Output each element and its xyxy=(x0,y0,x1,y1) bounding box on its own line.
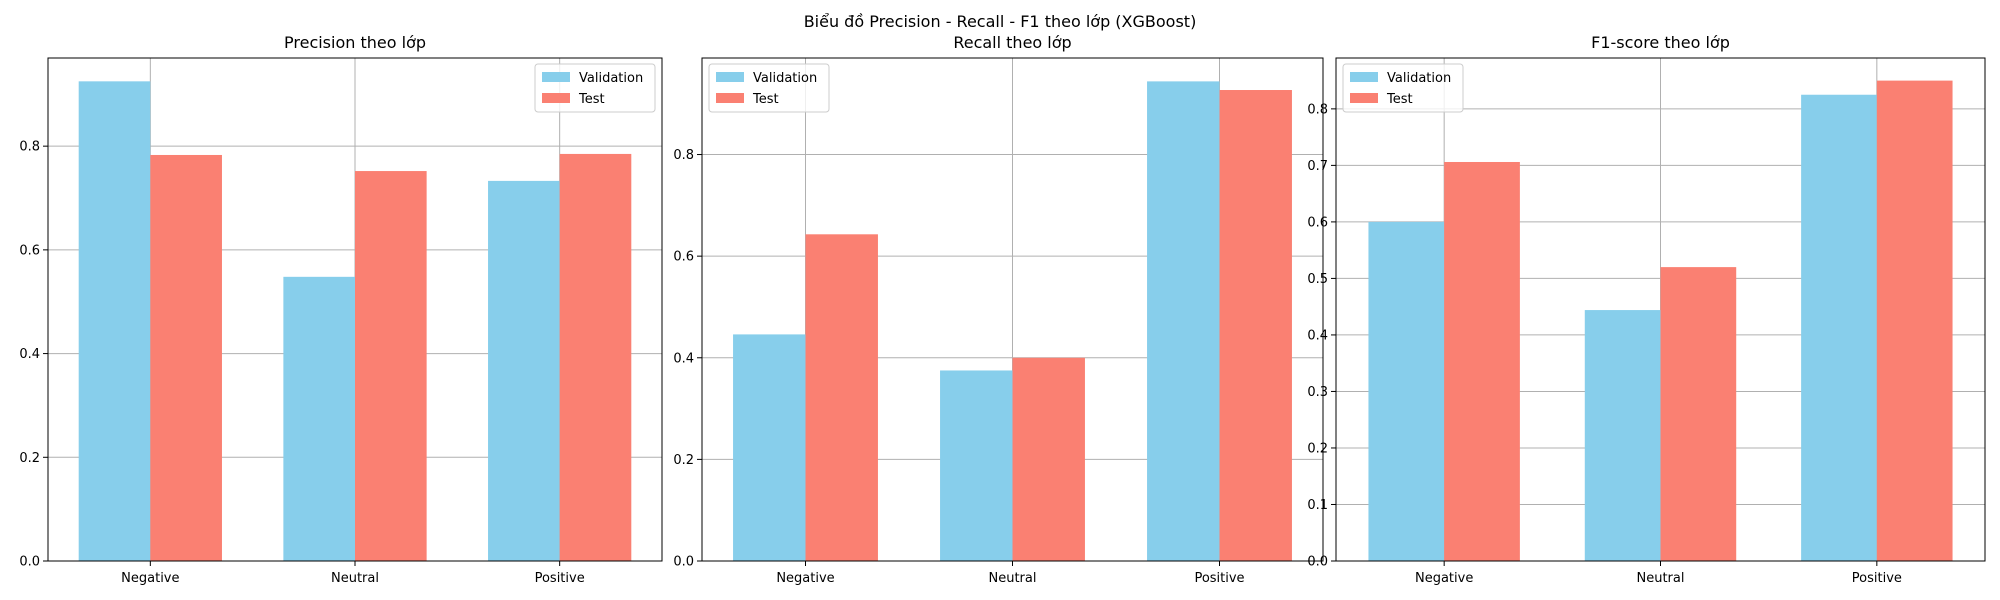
x-tick-label: Negative xyxy=(776,571,834,586)
bar-validation-negative xyxy=(78,81,151,561)
chart-panel-3: 0.0 0.1 0.2 0.3 0.4 0.5 0.6 0.7 0.8 Negative Neutr… xyxy=(1307,33,1986,586)
legend-swatch-test xyxy=(542,93,570,103)
x-tick-label: Negative xyxy=(1415,571,1473,586)
y-tick-label: 0.8 xyxy=(1307,102,1328,117)
bar-test-negative xyxy=(1444,161,1520,561)
y-tick-label: 0.5 xyxy=(1307,272,1328,287)
legend: Validation Test xyxy=(708,63,830,113)
y-tick-label: 0.0 xyxy=(19,555,40,570)
bar-test-neutral xyxy=(1660,267,1737,561)
legend-swatch-validation xyxy=(1350,72,1378,82)
y-tick-label: 0.0 xyxy=(1307,555,1328,570)
y-tick-label: 0.1 xyxy=(1307,498,1328,513)
legend-label-validation: Validation xyxy=(1387,71,1451,86)
y-tick-label: 0.4 xyxy=(1307,328,1328,343)
bar-validation-neutral xyxy=(283,276,355,561)
legend-label-validation: Validation xyxy=(579,71,643,86)
chart-title: Recall theo lớp xyxy=(953,33,1071,52)
figure-suptitle: Biểu đồ Precision - Recall - F1 theo lớp… xyxy=(804,12,1197,31)
bar-validation-neutral xyxy=(1584,310,1661,561)
bar-validation-positive xyxy=(1801,94,1877,561)
legend-swatch-validation xyxy=(542,72,570,82)
bar-test-positive xyxy=(1219,90,1292,561)
bar-validation-neutral xyxy=(940,370,1013,561)
legend-label-test: Test xyxy=(752,92,779,107)
legend-swatch-test xyxy=(1350,93,1378,103)
legend: Validation Test xyxy=(534,63,656,113)
legend-label-validation: Validation xyxy=(753,71,817,86)
bar-test-negative xyxy=(150,154,222,562)
x-tick-label: Neutral xyxy=(1637,571,1685,586)
bar-validation-positive xyxy=(488,180,560,561)
bar-test-neutral xyxy=(1012,357,1085,561)
legend-label-test: Test xyxy=(578,92,605,107)
bar-test-negative xyxy=(805,234,878,561)
bar-validation-negative xyxy=(1368,221,1445,562)
x-tick-label: Negative xyxy=(121,571,179,586)
bar-validation-negative xyxy=(733,334,806,561)
chart-panels: 0.0 0.2 0.4 0.6 0.8 Negative Neutral Positive Pr… xyxy=(19,33,1986,586)
y-tick-label: 0.4 xyxy=(19,347,40,362)
y-tick-label: 0.7 xyxy=(1307,159,1328,174)
y-tick-label: 0.2 xyxy=(673,453,694,468)
x-tick-label: Positive xyxy=(1194,571,1244,586)
legend: Validation Test xyxy=(1342,63,1464,113)
y-tick-label: 0.2 xyxy=(19,451,40,466)
y-tick-label: 0.8 xyxy=(19,140,40,155)
chart-title: F1-score theo lớp xyxy=(1591,33,1730,52)
y-tick-label: 0.8 xyxy=(673,148,694,163)
y-tick-label: 0.4 xyxy=(673,351,694,366)
legend-swatch-validation xyxy=(716,72,744,82)
y-tick-label: 0.2 xyxy=(1307,441,1328,456)
x-tick-label: Neutral xyxy=(989,571,1037,586)
bar-test-positive xyxy=(559,153,632,561)
bar-validation-positive xyxy=(1147,81,1220,562)
x-tick-label: Positive xyxy=(535,571,585,586)
x-tick-label: Neutral xyxy=(331,571,379,586)
y-tick-label: 0.3 xyxy=(1307,385,1328,400)
y-tick-label: 0.6 xyxy=(19,243,40,258)
chart-panel-1: 0.0 0.2 0.4 0.6 0.8 Negative Neutral Positive Pr… xyxy=(19,33,663,586)
chart-panel-2: 0.0 0.2 0.4 0.6 0.8 Negative Neutral Positive Re… xyxy=(673,33,1324,586)
legend-label-test: Test xyxy=(1386,92,1413,107)
x-tick-label: Positive xyxy=(1852,571,1902,586)
y-tick-label: 0.0 xyxy=(673,555,694,570)
bar-test-positive xyxy=(1876,80,1953,561)
legend-swatch-test xyxy=(716,93,744,103)
chart-title: Precision theo lớp xyxy=(284,33,426,52)
bar-test-neutral xyxy=(355,171,427,562)
y-tick-label: 0.6 xyxy=(673,250,694,265)
y-tick-label: 0.6 xyxy=(1307,215,1328,230)
